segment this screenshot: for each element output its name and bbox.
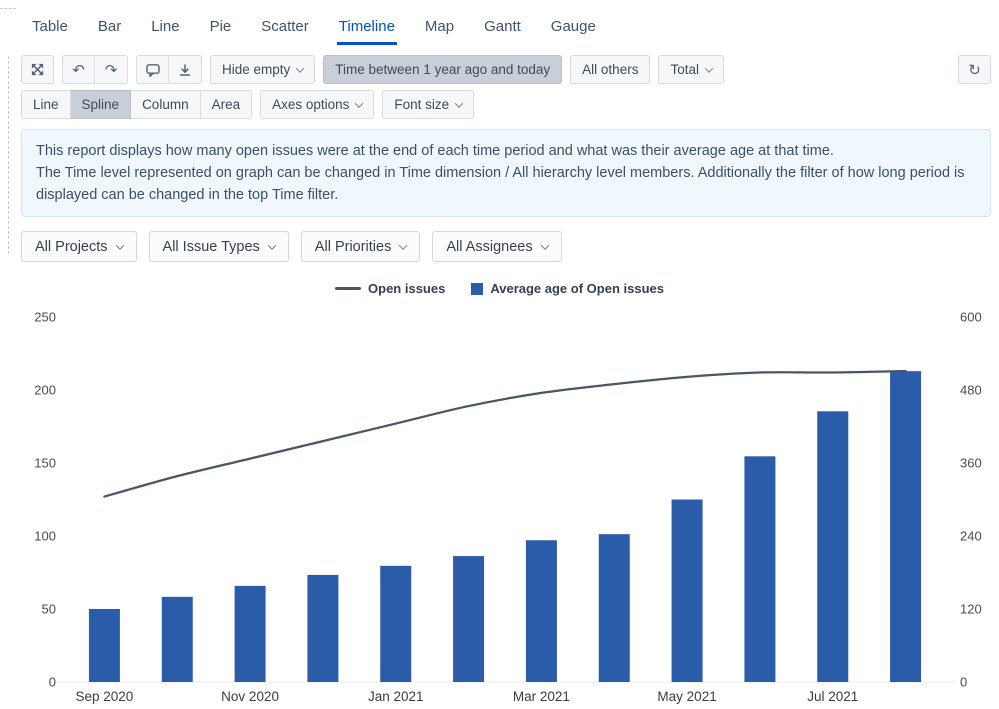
dashboard-edit-guide-top [0,8,16,9]
chevron-down-icon [704,63,714,73]
svg-text:200: 200 [34,383,56,398]
filter-all-assignees[interactable]: All Assignees [432,231,562,263]
undo-redo-group: ↶ ↷ [62,55,128,84]
svg-text:120: 120 [960,602,982,617]
line-style-group: Line Spline Column Area [21,90,253,119]
font-size-dropdown[interactable]: Font size [382,90,475,119]
svg-text:Jul 2021: Jul 2021 [807,689,858,704]
comment-bubble-icon [145,63,160,77]
line-style-area-button[interactable]: Area [200,90,253,119]
axes-options-dropdown[interactable]: Axes options [260,90,375,119]
chart-legend: Open issues Average age of Open issues [0,281,999,296]
legend-open-issues[interactable]: Open issues [335,281,445,296]
comment-export-group [136,55,202,84]
svg-text:250: 250 [34,310,56,325]
legend-label: Average age of Open issues [490,281,664,297]
time-filter-button[interactable]: Time between 1 year ago and today [323,55,563,84]
svg-text:150: 150 [34,456,56,471]
svg-text:May 2021: May 2021 [657,689,716,704]
download-icon [180,64,190,76]
filter-all-projects[interactable]: All Projects [21,231,137,263]
undo-icon: ↶ [72,60,85,79]
dashboard-edit-guide-left [8,56,9,254]
expand-arrows-icon [31,63,44,76]
chevron-down-icon [267,240,277,250]
total-dropdown[interactable]: Total [658,55,724,84]
legend-bar-swatch [471,282,484,295]
legend-label: Open issues [368,281,446,297]
svg-text:480: 480 [960,383,982,398]
chevron-down-icon [399,240,408,250]
total-label: Total [670,62,699,77]
tab-line[interactable]: Line [151,18,180,35]
tab-gantt[interactable]: Gantt [484,18,521,35]
fit-screen-button[interactable] [21,55,54,84]
tab-bar[interactable]: Bar [97,18,122,35]
tab-scatter[interactable]: Scatter [261,18,309,35]
refresh-icon: ↻ [968,60,981,79]
svg-text:Sep 2020: Sep 2020 [76,689,134,704]
svg-text:0: 0 [49,675,56,690]
chevron-down-icon [454,98,464,108]
comment-button[interactable] [136,55,169,84]
tab-gauge[interactable]: Gauge [550,18,596,35]
filter-label: All Assignees [446,238,533,255]
chart-type-tabs: Table Bar Line Pie Scatter Timeline Map … [0,0,999,45]
filter-label: All Priorities [314,238,392,255]
dimension-filters: All Projects All Issue Types All Priorit… [0,217,999,263]
legend-average-age[interactable]: Average age of Open issues [471,281,664,296]
chevron-down-icon [296,63,305,73]
filter-all-issue-types[interactable]: All Issue Types [148,231,289,263]
line-style-spline-button[interactable]: Spline [70,90,132,119]
line-style-column-button[interactable]: Column [131,90,201,119]
hide-empty-dropdown[interactable]: Hide empty [210,55,316,84]
redo-button[interactable]: ↷ [95,55,128,84]
tab-timeline[interactable]: Timeline [336,14,397,45]
toolbar: ↶ ↷ Hide empty Time between 1 year ago a… [0,45,999,84]
filter-label: All Projects [35,238,108,255]
download-button[interactable] [169,55,202,84]
hide-empty-label: Hide empty [222,62,291,77]
svg-text:0: 0 [960,675,967,690]
tab-pie[interactable]: Pie [209,18,232,35]
filter-all-priorities[interactable]: All Priorities [300,231,421,263]
undo-button[interactable]: ↶ [62,55,95,84]
svg-text:100: 100 [34,529,56,544]
font-size-label: Font size [394,97,450,112]
legend-line-swatch [335,287,362,291]
chevron-down-icon [355,98,364,108]
svg-text:Mar 2021: Mar 2021 [513,689,570,704]
svg-text:Nov 2020: Nov 2020 [221,689,279,704]
filter-label: All Issue Types [162,238,260,255]
chevron-down-icon [540,240,549,250]
refresh-button[interactable]: ↻ [958,55,991,84]
svg-text:360: 360 [960,456,982,471]
svg-text:240: 240 [960,529,982,544]
all-others-button[interactable]: All others [570,55,651,84]
report-description: This report displays how many open issue… [21,129,991,218]
svg-text:600: 600 [960,310,982,325]
timeline-chart[interactable]: 0 50 100 150 200 250 0 120 240 360 480 600 Sep 2020 N… [0,304,999,709]
chevron-down-icon [115,240,124,250]
tab-table[interactable]: Table [32,18,68,35]
svg-text:50: 50 [42,602,56,617]
tab-map[interactable]: Map [424,18,455,35]
redo-icon: ↷ [104,60,118,79]
timeline-chart-svg: 0 50 100 150 200 250 0 120 240 360 480 600 Sep 2020 N… [34,310,982,705]
chart-options-toolbar: Line Spline Column Area Axes options Fon… [0,84,999,119]
svg-text:Jan 2021: Jan 2021 [368,689,424,704]
axes-options-label: Axes options [272,97,350,112]
line-style-line-button[interactable]: Line [21,90,71,119]
